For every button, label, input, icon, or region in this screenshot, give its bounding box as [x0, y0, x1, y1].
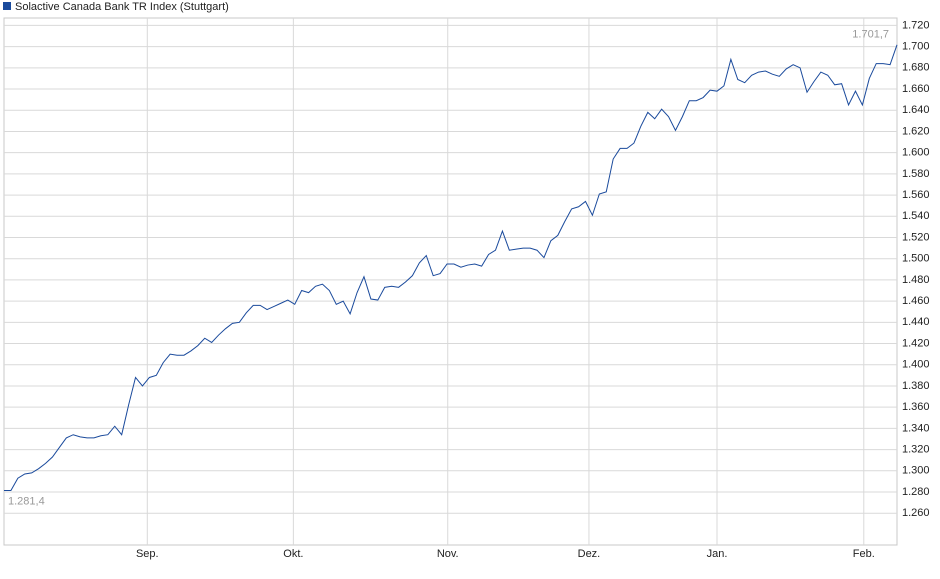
y-tick-label: 1.420	[902, 337, 930, 349]
y-tick-label: 1.720	[902, 19, 930, 31]
y-tick-label: 1.480	[902, 274, 930, 286]
legend-label: Solactive Canada Bank TR Index (Stuttgar…	[15, 1, 229, 13]
x-tick-label: Okt.	[283, 548, 303, 560]
y-tick-label: 1.500	[902, 253, 930, 265]
x-tick-label: Dez.	[578, 548, 601, 560]
y-tick-label: 1.540	[902, 210, 930, 222]
y-tick-label: 1.300	[902, 465, 930, 477]
y-tick-label: 1.440	[902, 316, 930, 328]
legend-swatch	[3, 2, 11, 10]
y-tick-label: 1.620	[902, 125, 930, 137]
x-tick-label: Nov.	[437, 548, 459, 560]
x-tick-label: Feb.	[853, 548, 875, 560]
x-tick-label: Jan.	[707, 548, 728, 560]
y-tick-label: 1.640	[902, 104, 930, 116]
plot-area	[3, 17, 898, 546]
start-label: 1.281,4	[8, 495, 45, 507]
y-tick-label: 1.260	[902, 507, 930, 519]
y-tick-label: 1.280	[902, 486, 930, 498]
y-tick-label: 1.700	[902, 41, 930, 53]
x-tick-label: Sep.	[136, 548, 159, 560]
y-tick-label: 1.320	[902, 443, 930, 455]
y-tick-label: 1.660	[902, 83, 930, 95]
series-line	[4, 44, 898, 491]
y-tick-label: 1.680	[902, 62, 930, 74]
y-tick-label: 1.400	[902, 359, 930, 371]
y-tick-label: 1.360	[902, 401, 930, 413]
y-tick-label: 1.460	[902, 295, 930, 307]
y-tick-label: 1.580	[902, 168, 930, 180]
y-tick-label: 1.520	[902, 231, 930, 243]
end-label: 1.701,7	[852, 29, 889, 41]
y-tick-label: 1.560	[902, 189, 930, 201]
y-tick-label: 1.340	[902, 422, 930, 434]
y-tick-label: 1.380	[902, 380, 930, 392]
y-tick-label: 1.600	[902, 147, 930, 159]
